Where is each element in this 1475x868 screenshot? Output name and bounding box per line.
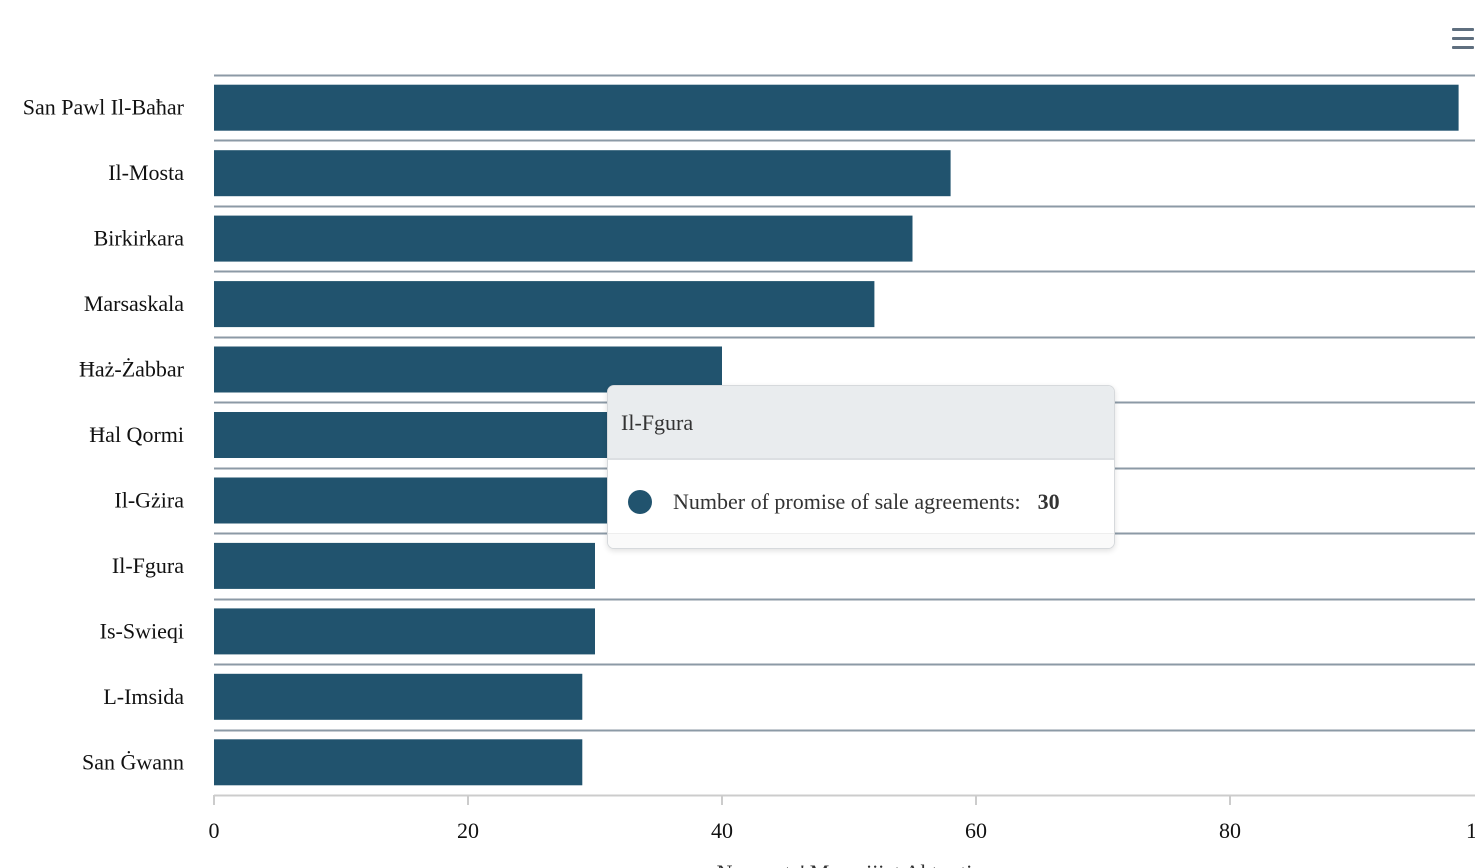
tooltip-value: 30 — [1037, 489, 1060, 514]
category-label: Ħal Qormi — [89, 422, 184, 447]
bar[interactable] — [214, 346, 722, 393]
bar[interactable] — [214, 542, 595, 589]
tooltip-series-row: Number of promise of sale agreements: 30 — [628, 489, 1060, 515]
series-dot-icon — [628, 490, 652, 514]
bar[interactable] — [214, 673, 583, 720]
x-tick-label: 40 — [711, 818, 733, 843]
chart-menu-button[interactable] — [1449, 26, 1475, 54]
category-label: Il-Fgura — [112, 553, 184, 578]
category-labels: San Pawl Il-Baħar Il-Mosta Birkirkara Marsa… — [23, 95, 185, 775]
category-label: Birkirkara — [94, 226, 185, 251]
category-label: Il-Mosta — [108, 160, 184, 185]
bar[interactable] — [214, 477, 608, 524]
x-tick-label: 20 — [457, 818, 479, 843]
category-label: Is-Swieqi — [100, 618, 184, 643]
hamburger-menu-icon — [1452, 28, 1474, 31]
tooltip-title: Il-Fgura — [608, 386, 1114, 460]
x-tick-label: 0 — [209, 818, 220, 843]
category-label: San Ġwann — [82, 749, 184, 774]
bar[interactable] — [214, 281, 875, 328]
x-tick-label: 60 — [965, 818, 987, 843]
chart-bars — [214, 84, 1459, 786]
hamburger-line — [1452, 37, 1474, 40]
tooltip-series-label: Number of promise of sale agreements: — [673, 489, 1021, 514]
x-axis-title: Numru ta' Muwejjiet Aktar tiv — [717, 860, 984, 868]
bar[interactable] — [214, 84, 1459, 131]
bar[interactable] — [214, 739, 583, 786]
category-label: L-Imsida — [103, 684, 184, 709]
category-label: Il-Gżira — [114, 488, 184, 513]
hamburger-line — [1452, 46, 1474, 49]
category-label: Marsaskala — [84, 291, 184, 316]
x-tick-label: 1 — [1466, 818, 1475, 843]
bar[interactable] — [214, 608, 595, 655]
bar[interactable] — [214, 215, 913, 262]
x-tick-label: 80 — [1219, 818, 1241, 843]
chart-tooltip: Il-Fgura Number of promise of sale agree… — [607, 385, 1115, 549]
tooltip-footer — [608, 533, 1114, 548]
bar[interactable] — [214, 150, 951, 197]
bar[interactable] — [214, 412, 608, 458]
x-axis: 0 20 40 60 80 1 — [209, 794, 1475, 843]
category-label: San Pawl Il-Baħar — [23, 95, 185, 120]
category-label: Ħaż-Żabbar — [79, 357, 185, 382]
